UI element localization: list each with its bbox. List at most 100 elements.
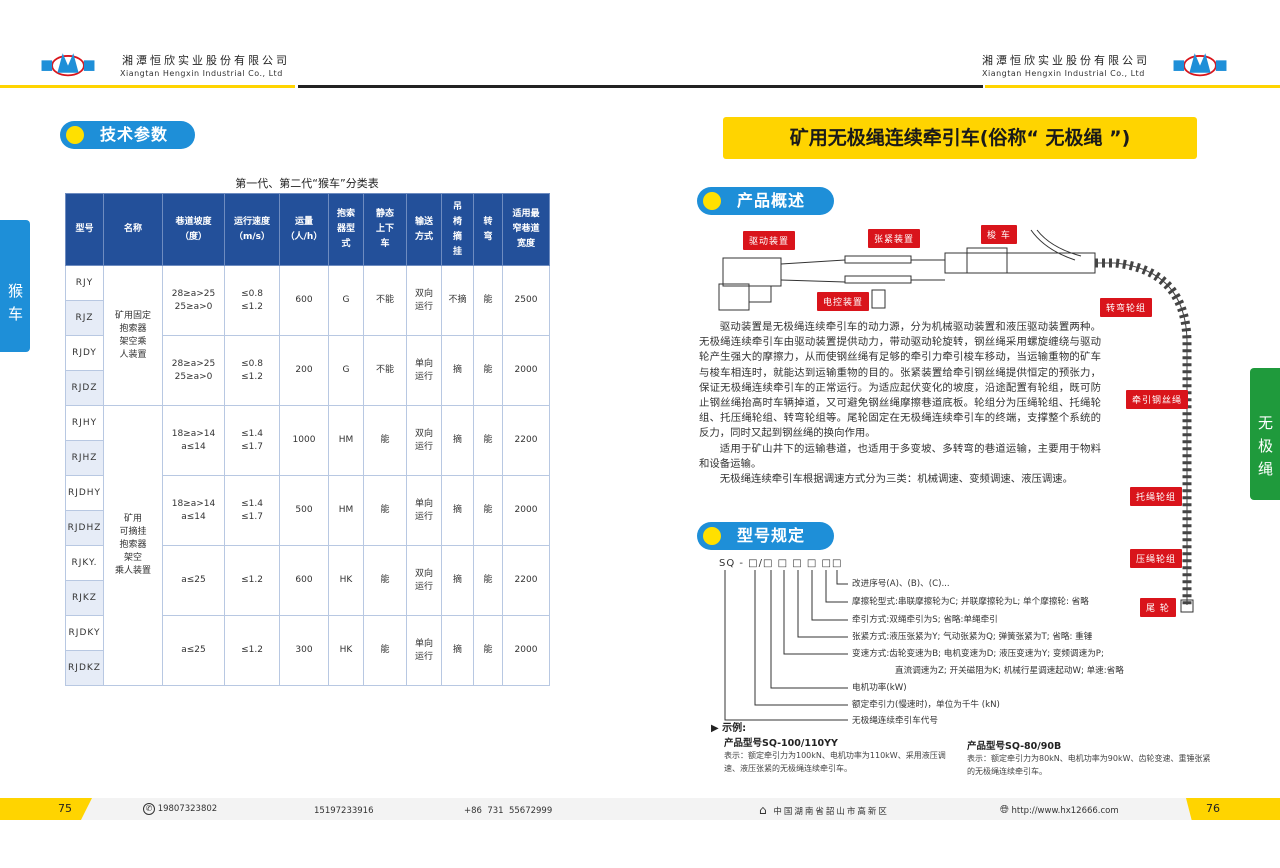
- tail-wheel-drawing: [1180, 599, 1194, 613]
- product-title: 矿用无极绳连续牵引车(俗称“ 无极绳 ”): [789, 127, 1131, 149]
- model-code-pattern: SQ - □/□ □ □ □ □□: [719, 558, 843, 569]
- speed-cell: ≤1.2: [224, 615, 280, 686]
- company-name-en: Xiangtan Hengxin Industrial Co., Ltd: [120, 69, 283, 78]
- tension-unit-drawing: [844, 255, 912, 264]
- example-1: 产品型号SQ-100/110YY 表示：额定牵引力为100kN、电机功率为110…: [724, 735, 949, 775]
- mode-cell: 双向 运行: [406, 545, 442, 616]
- static-cell: 能: [363, 545, 407, 616]
- column-header: 型号: [65, 193, 104, 266]
- side-tab-houche[interactable]: 猴车: [0, 220, 30, 352]
- drive-unit-drawing: [722, 257, 782, 287]
- example-2: 产品型号SQ-80/90B 表示：额定牵引力为80kN、电机功率为90kW、齿轮…: [967, 738, 1212, 778]
- page-number-right: 76: [1186, 798, 1280, 820]
- capacity-cell: 500: [279, 475, 329, 546]
- header-right: 湘潭恒欣实业股份有限公司 Xiangtan Hengxin Industrial…: [980, 48, 1240, 88]
- side-tab-label: 无极绳: [1256, 414, 1274, 484]
- example-model: 产品型号SQ-100/110YY: [724, 738, 838, 749]
- column-header: 适用最 窄巷道 宽度: [502, 193, 550, 266]
- detach-cell: 摘: [441, 615, 474, 686]
- page-number-left: 75: [0, 798, 92, 820]
- column-header: 巷道坡度 （度）: [162, 193, 225, 266]
- slope-cell: 18≥a>14 a≤14: [162, 405, 225, 476]
- section-title-text: 型号规定: [737, 526, 806, 545]
- phone-number: +86 731 55672999: [464, 806, 553, 816]
- code-item: 变速方式:齿轮变速为B; 电机变速为D; 液压变速为Y; 变频调速为P;: [852, 649, 1104, 659]
- slope-cell: 18≥a>14 a≤14: [162, 475, 225, 546]
- model-cell: RJY: [65, 265, 104, 301]
- width-cell: 2000: [502, 475, 550, 546]
- model-cell: RJKY.: [65, 545, 104, 581]
- slope-cell: 28≥a>25 25≥a>0: [162, 265, 225, 336]
- model-cell: RJDKY: [65, 615, 104, 651]
- section-title-tech-params: 技术参数: [60, 121, 195, 149]
- label-press-wheels: 压绳轮组: [1130, 549, 1183, 568]
- table-row: RJDZ: [65, 370, 550, 406]
- code-item: 无极绳连续牵引车代号: [852, 716, 938, 726]
- detach-cell: 摘: [441, 335, 474, 406]
- static-cell: 能: [363, 475, 407, 546]
- turn-cell: 能: [473, 615, 503, 686]
- width-cell: 2500: [502, 265, 550, 336]
- bullet-dot: [703, 527, 721, 545]
- company-name-en: Xiangtan Hengxin Industrial Co., Ltd: [982, 69, 1145, 78]
- model-cell: RJDKZ: [65, 650, 104, 686]
- width-cell: 2200: [502, 405, 550, 476]
- side-tab-wujisheng[interactable]: 无极绳: [1250, 368, 1280, 500]
- paragraph: 适用于矿山井下的运输巷道，也适用于多变坡、多转弯的巷道运输，主要用于物料和设备运…: [699, 442, 1101, 470]
- mode-cell: 单向 运行: [406, 335, 442, 406]
- capacity-cell: 200: [279, 335, 329, 406]
- globe-icon: 🌐︎: [1000, 803, 1009, 816]
- label-traction-rope: 牵引钢丝绳: [1126, 390, 1189, 409]
- detach-cell: 摘: [441, 545, 474, 616]
- detach-cell: 不摘: [441, 265, 474, 336]
- capacity-cell: 600: [279, 265, 329, 336]
- paragraph: 驱动装置是无极绳连续牵引车的动力源，分为机械驱动装置和液压驱动装置两种。无极绳连…: [699, 321, 1101, 440]
- mode-cell: 双向 运行: [406, 265, 442, 336]
- footer-website[interactable]: 🌐︎ http://www.hx12666.com: [1000, 803, 1119, 817]
- model-cell: RJDY: [65, 335, 104, 371]
- table-row: RJDKZ: [65, 650, 550, 686]
- name-cell: 矿用 可摘挂 抱索器 架空 乘人装置: [103, 405, 163, 686]
- model-cell: RJZ: [65, 300, 104, 336]
- overview-text: 驱动装置是无极绳连续牵引车的动力源，分为机械驱动装置和液压驱动装置两种。无极绳连…: [699, 320, 1101, 487]
- turn-cell: 能: [473, 545, 503, 616]
- model-cell: RJDZ: [65, 370, 104, 406]
- code-item: 张紧方式:液压张紧为Y; 气动张紧为Q; 弹簧张紧为T; 省略: 重锤: [852, 632, 1093, 642]
- column-header: 运行速度 （m/s）: [224, 193, 280, 266]
- label-control-unit: 电控装置: [817, 292, 870, 311]
- bullet-dot: [703, 192, 721, 210]
- website-link[interactable]: http://www.hx12666.com: [1011, 806, 1119, 816]
- table-row: RJDHZ: [65, 510, 550, 546]
- system-diagram: [718, 229, 1194, 613]
- example-desc: 表示：额定牵引力为100kN、电机功率为110kW、采用液压调速、液压张紧的无极…: [724, 751, 946, 773]
- static-cell: 不能: [363, 265, 407, 336]
- label-tension-unit: 张紧装置: [868, 229, 921, 248]
- model-cell: RJDHY: [65, 475, 104, 511]
- table-row: RJDKY a≤25 ≤1.2 300 HK 能单向 运行摘能 2000: [65, 615, 550, 686]
- label-shuttle-car: 梭 车: [981, 225, 1017, 244]
- example-model: 产品型号SQ-80/90B: [967, 741, 1062, 752]
- grip-cell: HM: [328, 405, 364, 476]
- section-title-overview: 产品概述: [697, 187, 834, 215]
- table-row: RJKZ: [65, 580, 550, 616]
- code-item: 摩擦轮型式:串联摩擦轮为C; 并联摩擦轮为L; 单个摩擦轮: 省略: [852, 597, 1089, 607]
- capacity-cell: 1000: [279, 405, 329, 476]
- grip-cell: G: [328, 265, 364, 336]
- column-header: 抱索 器型 式: [328, 193, 364, 266]
- slope-cell: a≤25: [162, 615, 225, 686]
- page-number-text: 76: [1206, 802, 1220, 815]
- shuttle-car-drawing: [966, 247, 1008, 274]
- table-caption: 第一代、第二代“猴车”分类表: [235, 177, 379, 190]
- grip-cell: HM: [328, 475, 364, 546]
- product-title-banner: 矿用无极绳连续牵引车(俗称“ 无极绳 ”): [723, 117, 1197, 159]
- company-logo: [1173, 53, 1227, 77]
- header-rule-left: [0, 85, 295, 88]
- mode-cell: 双向 运行: [406, 405, 442, 476]
- company-name-cn: 湘潭恒欣实业股份有限公司: [982, 54, 1150, 67]
- side-tab-label: 猴车: [6, 283, 24, 329]
- column-header: 转 弯: [473, 193, 503, 266]
- section-title-text: 产品概述: [737, 191, 806, 210]
- phone-number: 15197233916: [314, 806, 374, 816]
- example-title: ▶ 示例:: [711, 723, 747, 734]
- code-item: 电机功率(kW): [852, 683, 907, 693]
